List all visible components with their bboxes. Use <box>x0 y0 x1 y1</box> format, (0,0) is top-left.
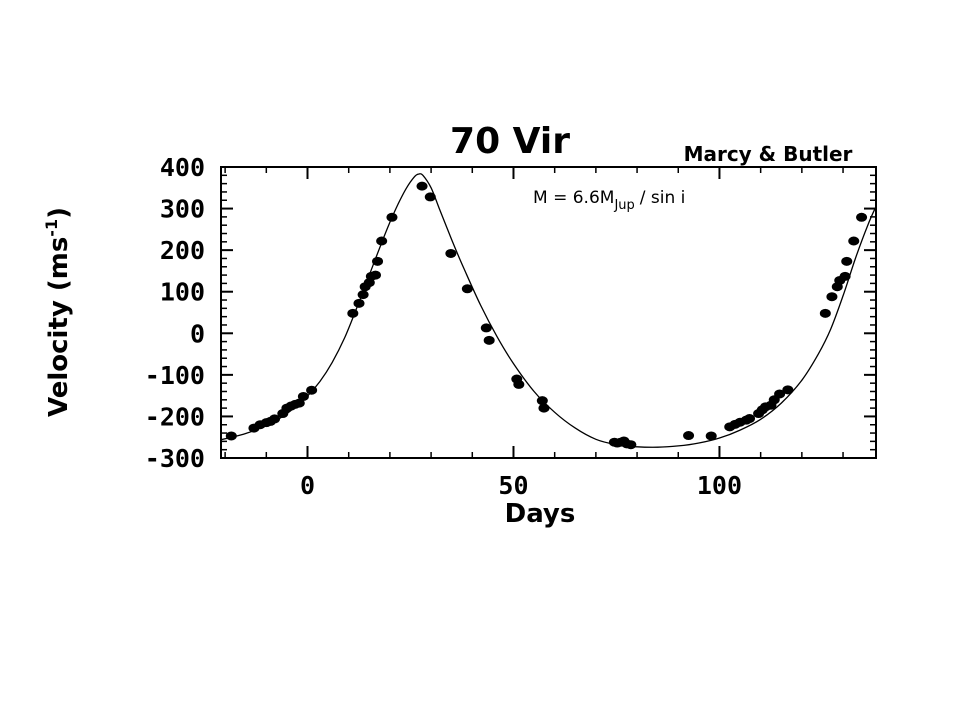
data-point <box>782 385 794 395</box>
data-point <box>386 212 398 222</box>
data-point <box>347 308 359 318</box>
y-axis-label-text: Velocity (ms <box>44 237 74 417</box>
data-point <box>705 431 717 441</box>
y-axis: 400 300 200 100 0 -100 -200 -300 <box>145 153 876 473</box>
mass-annotation-sub: Jup <box>613 198 634 213</box>
data-point <box>297 391 309 401</box>
fit-curve-layer <box>221 173 876 448</box>
data-point <box>225 431 237 441</box>
data-point <box>536 396 548 406</box>
y-tick-label: -200 <box>145 402 205 431</box>
data-point <box>357 290 369 300</box>
data-point <box>856 212 868 222</box>
data-point <box>774 389 786 399</box>
data-point <box>483 335 495 345</box>
data-point <box>819 308 831 318</box>
data-point <box>306 385 318 395</box>
data-point <box>372 256 384 266</box>
plot-border <box>220 166 877 459</box>
data-point <box>625 440 637 450</box>
data-point <box>683 431 695 441</box>
mass-annotation: M = 6.6MJup / sin i <box>533 188 685 213</box>
y-tick-label: -300 <box>145 444 205 473</box>
chart-subtitle: Marcy & Butler <box>684 142 853 166</box>
data-point <box>376 236 388 246</box>
data-point <box>269 414 281 424</box>
y-tick-label: 400 <box>160 153 205 182</box>
y-axis-label-sup: -1 <box>42 219 61 237</box>
data-point <box>841 256 853 266</box>
data-point <box>445 248 457 258</box>
data-point <box>848 236 860 246</box>
y-axis-label: Velocity (ms-1) <box>42 207 74 417</box>
mass-annotation-lead: M = 6.6M <box>533 188 614 208</box>
data-point <box>293 398 305 408</box>
y-tick-label: 200 <box>160 236 205 265</box>
fit-curve <box>221 173 876 448</box>
y-axis-label-group: Velocity (ms-1) <box>42 207 74 417</box>
data-point <box>826 292 838 302</box>
data-point <box>538 403 550 413</box>
y-tick-label: 300 <box>160 195 205 224</box>
y-tick-label: 0 <box>190 319 205 348</box>
data-point <box>461 284 473 294</box>
data-points-layer <box>225 181 868 450</box>
data-point <box>744 414 756 424</box>
x-tick-label: 50 <box>498 471 528 500</box>
data-point <box>416 181 428 191</box>
x-axis-label: Days <box>505 499 576 529</box>
data-point <box>353 298 365 308</box>
x-tick-label: 100 <box>697 471 742 500</box>
data-point <box>480 323 492 333</box>
chart-title: 70 Vir <box>450 121 570 162</box>
y-tick-label: -100 <box>145 361 205 390</box>
data-point <box>839 271 851 281</box>
x-tick-label: 0 <box>300 471 315 500</box>
plot-frame <box>220 166 877 459</box>
data-point <box>424 192 436 202</box>
data-point <box>513 379 525 389</box>
mass-annotation-tail: / sin i <box>640 188 686 208</box>
x-axis: 0 50 100 <box>224 167 844 500</box>
data-point <box>369 270 381 280</box>
y-tick-label: 100 <box>160 278 205 307</box>
